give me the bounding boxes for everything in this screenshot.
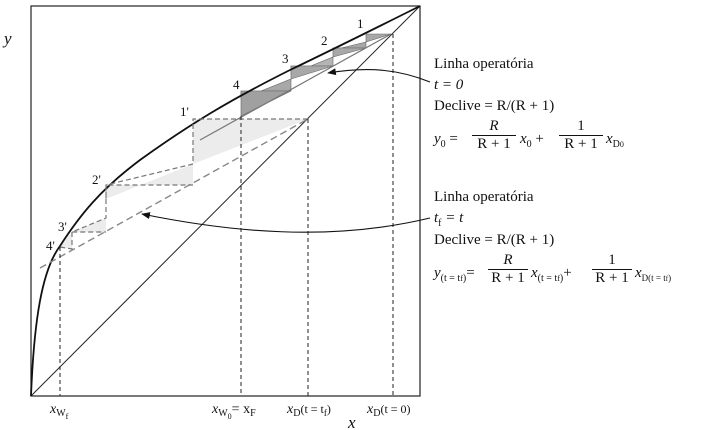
stage-label: 4 bbox=[233, 77, 240, 92]
stage-label: 3' bbox=[58, 219, 67, 234]
annotation-tf-time: tf = t bbox=[434, 210, 464, 229]
stage-area bbox=[193, 119, 308, 164]
tick-xwf: xWf bbox=[49, 402, 69, 421]
arrow-tf bbox=[141, 212, 431, 233]
stage-area bbox=[60, 232, 72, 249]
staircase-tf bbox=[59, 118, 308, 250]
stage-label: 1 bbox=[357, 16, 364, 31]
x-axis-label: x bbox=[347, 413, 356, 430]
stage-label: 2 bbox=[321, 33, 328, 48]
annotation-tf-title: Linha operatória bbox=[434, 189, 534, 205]
stair-step bbox=[59, 232, 73, 250]
stage-area bbox=[106, 164, 193, 199]
stages-tf bbox=[60, 119, 308, 249]
tick-xdt0: xD(t = 0) bbox=[366, 402, 411, 419]
annotation-t0-slope: Declive = R/(R + 1) bbox=[434, 98, 555, 114]
annotation-t0-time: t = 0 bbox=[434, 77, 464, 93]
stage-area bbox=[332, 47, 367, 58]
stage-label: 4' bbox=[46, 238, 55, 253]
stage-area bbox=[365, 33, 392, 43]
annotation-t0-title: Linha operatória bbox=[434, 56, 534, 72]
tick-xdtf: xD(t = tf) bbox=[286, 402, 331, 419]
plot-frame bbox=[30, 5, 421, 397]
stage-label: 2' bbox=[92, 172, 101, 187]
equilibrium-curve bbox=[30, 5, 421, 397]
stage-area bbox=[290, 65, 334, 80]
operating-line-tf bbox=[39, 118, 309, 269]
diagonal-line bbox=[30, 5, 421, 397]
tick-xw0: xW0= xF bbox=[211, 402, 256, 421]
y-axis-label: y bbox=[2, 29, 12, 48]
stair-step bbox=[71, 199, 107, 233]
stair-step bbox=[105, 118, 308, 199]
stage-label: 3 bbox=[282, 51, 289, 66]
operating-line-t0 bbox=[199, 33, 392, 141]
arrow-t0 bbox=[327, 68, 431, 83]
stage-label: 1' bbox=[180, 104, 189, 119]
drop-lines bbox=[59, 34, 394, 396]
annotation-tf-slope: Declive = R/(R + 1) bbox=[434, 232, 555, 248]
